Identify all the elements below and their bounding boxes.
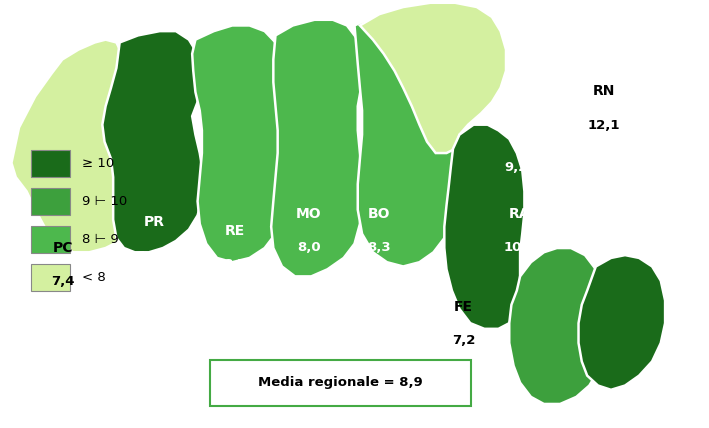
Polygon shape [11, 40, 141, 252]
Text: 8,3: 8,3 [367, 241, 391, 254]
Text: 7,2: 7,2 [452, 334, 475, 347]
Polygon shape [579, 255, 665, 390]
Text: BO: BO [368, 207, 391, 221]
Text: 8,0: 8,0 [297, 241, 320, 254]
Text: 12,1: 12,1 [588, 119, 620, 132]
Text: Media regionale = 8,9: Media regionale = 8,9 [258, 377, 423, 389]
Text: < 8: < 8 [82, 271, 106, 284]
Text: PC: PC [52, 241, 73, 255]
Text: 10,1: 10,1 [503, 241, 536, 254]
Text: FC: FC [506, 127, 526, 141]
Bar [31, 264, 69, 291]
Polygon shape [360, 3, 506, 153]
Polygon shape [271, 20, 362, 276]
FancyBboxPatch shape [211, 360, 471, 406]
Bar [31, 226, 69, 253]
Text: 9,2: 9,2 [505, 161, 528, 174]
Polygon shape [445, 125, 525, 329]
Polygon shape [192, 25, 284, 262]
Text: RE: RE [225, 224, 245, 238]
Text: 9 ⊢ 10: 9 ⊢ 10 [82, 195, 128, 208]
Text: RA: RA [509, 207, 530, 221]
Text: 8,7: 8,7 [223, 258, 247, 271]
Text: FE: FE [454, 300, 473, 314]
Polygon shape [509, 248, 607, 404]
Text: 10,9: 10,9 [138, 250, 170, 263]
Text: 7,4: 7,4 [51, 275, 74, 288]
Bar [31, 149, 69, 177]
Text: ≥ 10: ≥ 10 [82, 157, 115, 170]
Text: RN: RN [593, 84, 615, 98]
Text: 8 ⊢ 9: 8 ⊢ 9 [82, 233, 119, 246]
Polygon shape [102, 31, 203, 252]
Text: PR: PR [143, 215, 164, 229]
Bar [31, 187, 69, 215]
Polygon shape [354, 11, 457, 267]
Text: MO: MO [296, 207, 322, 221]
